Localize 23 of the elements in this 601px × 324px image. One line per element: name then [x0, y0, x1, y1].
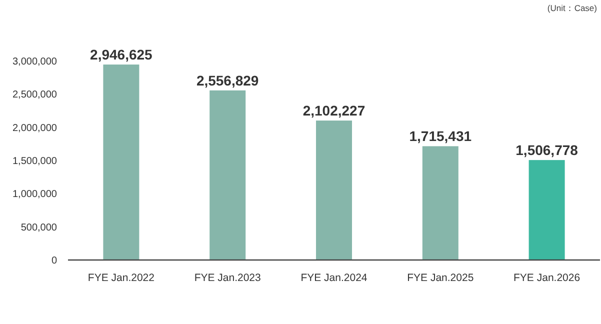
x-tick-label: FYE Jan.2025 [407, 272, 474, 284]
data-label: 1,715,431 [409, 128, 472, 144]
data-label: 2,102,227 [302, 102, 366, 119]
bar [316, 120, 352, 260]
y-tick-label: 3,000,000 [12, 56, 58, 68]
y-tick-label: 500,000 [20, 222, 58, 234]
data-label: 2,556,829 [196, 72, 259, 88]
bar [103, 64, 140, 260]
y-tick-label: 0 [51, 256, 58, 266]
y-tick-label: 1,000,000 [12, 189, 58, 200]
data-label: 2,946,625 [90, 46, 153, 63]
bar [422, 146, 458, 260]
x-tick-label: FYE Jan.2024 [300, 272, 368, 284]
x-tick-label: FYE Jan.2022 [88, 272, 155, 284]
bar [210, 90, 246, 260]
bar [528, 160, 565, 260]
y-tick-label: 2,000,000 [12, 122, 58, 134]
y-tick-label: 1,500,000 [12, 156, 58, 167]
x-tick-label: FYE Jan.2023 [194, 272, 262, 284]
text: (Unit：Case) [547, 3, 598, 13]
x-tick-label: FYE Jan.2026 [514, 272, 580, 284]
data-label: 1,506,778 [516, 142, 578, 158]
y-tick-label: 2,500,000 [12, 90, 58, 101]
